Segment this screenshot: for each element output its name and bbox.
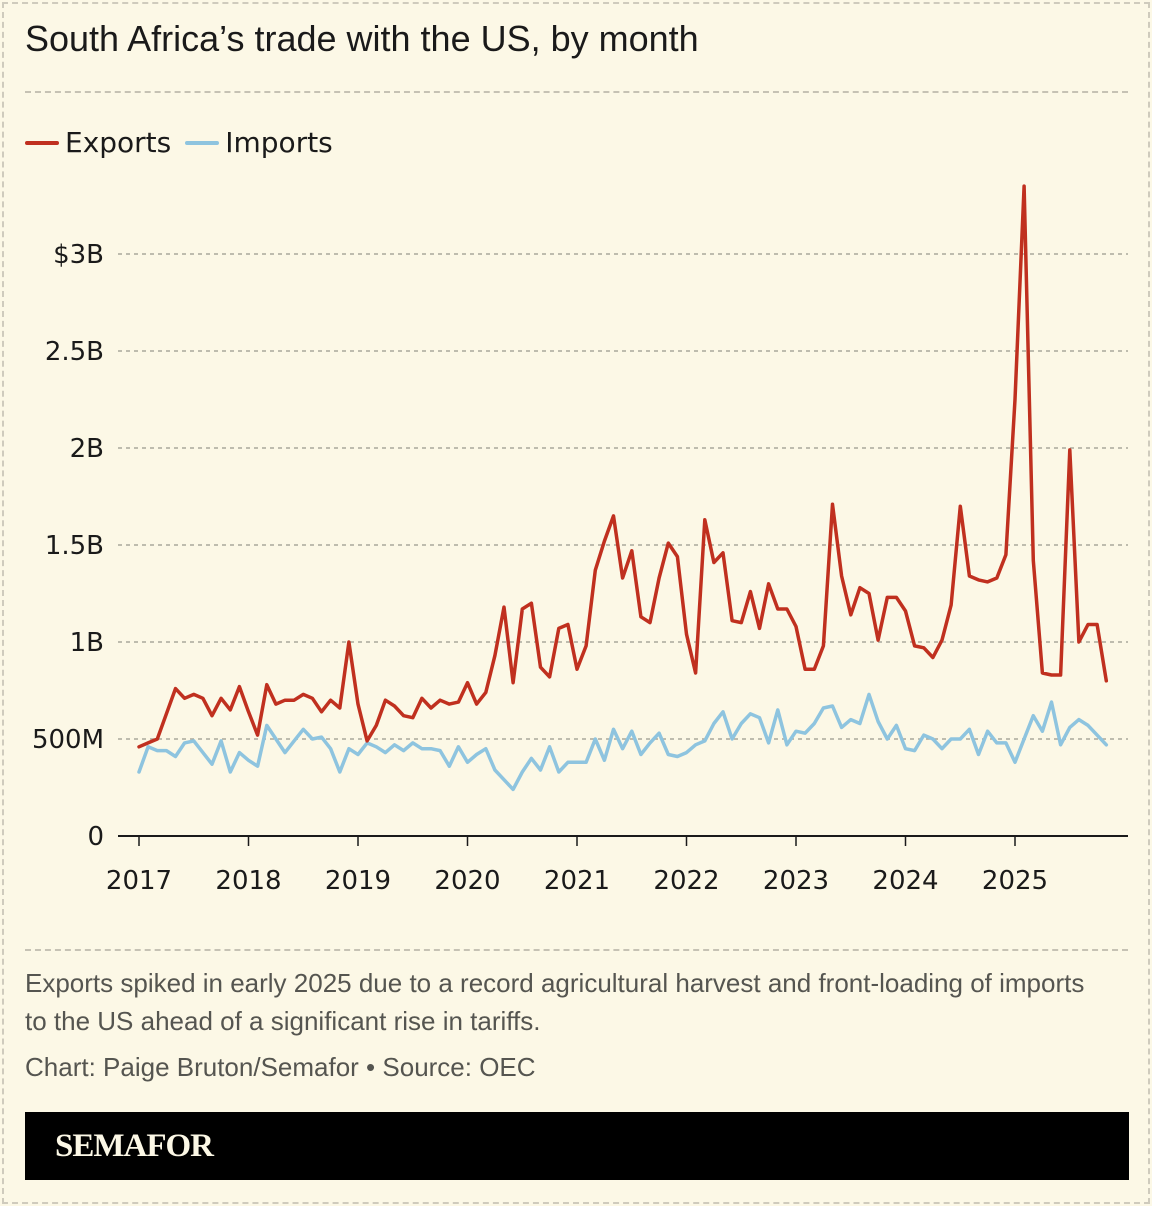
- legend-item-imports: Imports: [185, 126, 333, 159]
- line-chart: 0 500M 1B 1.5B 2B 2.5B $3B 2017 2018 2019 2020 202…: [32, 184, 1128, 896]
- y-tick-label: 2B: [70, 434, 104, 464]
- imports-swatch-icon: [185, 140, 220, 145]
- chart-title: South Africa’s trade with the US, by mon…: [25, 18, 699, 59]
- y-tick-label: 500M: [32, 725, 104, 755]
- series-line-exports: [137, 184, 1109, 749]
- x-axis: 2017 2018 2019 2020 2021 2022 2023 2024 2025: [106, 835, 1128, 896]
- y-tick-label: $3B: [53, 240, 104, 270]
- series-line-imports: [137, 692, 1109, 792]
- x-tick-label: 2020: [434, 866, 500, 896]
- x-tick-label: 2018: [215, 866, 281, 896]
- x-tick-label: 2025: [982, 866, 1048, 896]
- x-tick-label: 2021: [544, 866, 610, 896]
- footer-divider: [25, 949, 1128, 951]
- series-lines: [137, 184, 1109, 792]
- semafor-logo: SEMAFOR: [55, 1128, 214, 1164]
- x-tick-label: 2024: [872, 866, 938, 896]
- exports-swatch-icon: [25, 140, 59, 145]
- title-divider: [25, 91, 1128, 93]
- legend: Exports Imports: [25, 126, 333, 159]
- brand-bar: SEMAFOR: [25, 1112, 1129, 1180]
- legend-label-exports: Exports: [65, 126, 172, 159]
- chart-credit: Chart: Paige Bruton/Semafor • Source: OE…: [25, 1052, 536, 1082]
- x-tick-label: 2017: [106, 866, 172, 896]
- chart-note: Exports spiked in early 2025 due to a re…: [25, 968, 1085, 1036]
- y-tick-label: 0: [87, 822, 104, 852]
- legend-item-exports: Exports: [25, 126, 171, 159]
- y-tick-label: 1.5B: [45, 531, 104, 561]
- x-tick-label: 2023: [763, 866, 829, 896]
- gridlines: [118, 253, 1128, 740]
- y-tick-label: 2.5B: [45, 337, 104, 367]
- y-tick-label: 1B: [70, 628, 104, 658]
- y-axis-labels: 0 500M 1B 1.5B 2B 2.5B $3B: [32, 240, 104, 852]
- x-tick-label: 2019: [325, 866, 391, 896]
- legend-label-imports: Imports: [225, 126, 333, 159]
- x-tick-label: 2022: [653, 866, 719, 896]
